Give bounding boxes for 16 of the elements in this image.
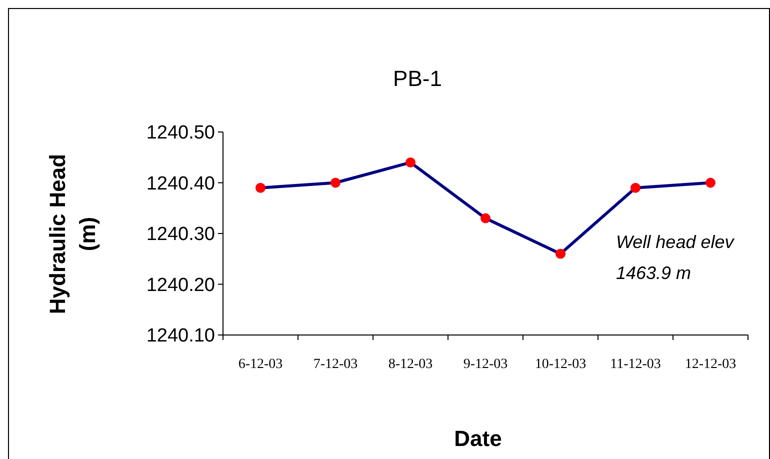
chart-title: PB-1 bbox=[393, 66, 442, 91]
x-tick-label: 7-12-03 bbox=[313, 357, 358, 372]
y-tick-label: 1240.50 bbox=[146, 122, 215, 144]
y-tick-label: 1240.10 bbox=[146, 326, 215, 347]
x-tick-label: 8-12-03 bbox=[388, 357, 433, 372]
annotation: Well head elev 1463.9 m bbox=[616, 232, 735, 283]
y-tick-label: 1240.30 bbox=[146, 224, 215, 246]
x-tick-label: 11-12-03 bbox=[610, 357, 661, 372]
x-tick-label: 6-12-03 bbox=[238, 357, 283, 372]
x-tick-label: 10-12-03 bbox=[534, 357, 586, 372]
x-tick-label: 12-12-03 bbox=[684, 357, 736, 372]
x-axis-title: Date bbox=[454, 426, 502, 451]
y-tick-label: 1240.40 bbox=[146, 173, 215, 194]
x-tick-label: 9-12-03 bbox=[463, 357, 508, 372]
y-tick-label: 1240.20 bbox=[146, 274, 215, 296]
y-axis-title: Hydraulic Head (m) bbox=[45, 154, 100, 314]
